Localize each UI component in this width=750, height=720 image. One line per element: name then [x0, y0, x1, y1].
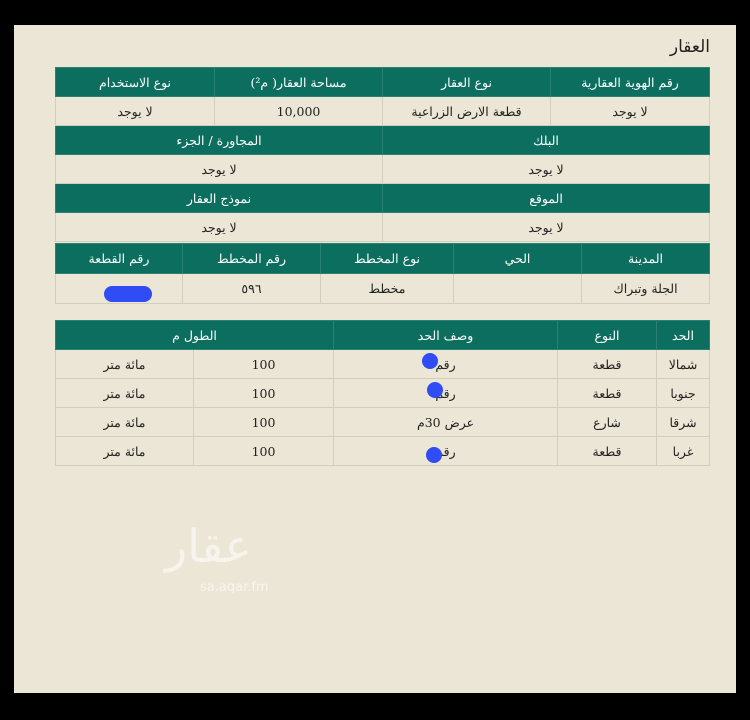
value-cell: قطعة الارض الزراعية — [382, 96, 552, 126]
header-cell: الحي — [453, 243, 582, 274]
header-row: الموقع نموذج العقار — [54, 183, 711, 213]
side-cell: شمالا — [656, 349, 711, 379]
type-cell: قطعة — [557, 436, 658, 466]
value-row: لا يوجد لا يوجد — [54, 212, 711, 242]
header-cell: رقم الهوية العقارية — [550, 67, 711, 97]
header-cell: المجاورة / الجزء — [54, 125, 384, 155]
value-cell: لا يوجد — [54, 154, 384, 184]
value-row: لا يوجد قطعة الارض الزراعية 10,000 لا يو… — [55, 96, 711, 126]
header-cell: نموذج العقار — [54, 183, 384, 213]
redaction-mark — [422, 353, 438, 369]
side-cell: شرقا — [656, 407, 711, 437]
table-row: غربا قطعة رقم 100 مائة متر — [54, 436, 711, 466]
value-row: الجلة وتبراك مخطط ٥٩٦ — [55, 273, 710, 304]
boundaries-table: الحد النوع وصف الحد الطول م شمالا قطعة ر… — [54, 320, 711, 466]
side-cell: جنوبا — [656, 378, 711, 408]
length-cell: 100 — [193, 349, 335, 379]
desc-cell: رقم — [333, 349, 559, 379]
redaction-mark — [426, 447, 442, 463]
header-cell: الطول م — [54, 320, 335, 350]
value-cell — [453, 273, 582, 304]
table-row: شرقا شارع عرض 30م 100 مائة متر — [54, 407, 711, 437]
header-cell: النوع — [557, 320, 658, 350]
value-cell: مخطط — [320, 273, 454, 304]
header-row: الحد النوع وصف الحد الطول م — [54, 320, 711, 350]
header-cell: الحد — [656, 320, 711, 350]
length-cell: 100 — [193, 407, 335, 437]
table-row: جنوبا قطعة رقم 100 مائة متر — [54, 378, 711, 408]
redaction-mark — [427, 382, 443, 398]
side-cell: غربا — [656, 436, 711, 466]
header-cell: نوع الاستخدام — [55, 67, 215, 97]
value-cell: الجلة وتبراك — [581, 273, 710, 304]
header-cell: نوع العقار — [382, 67, 552, 97]
header-cell: رقم القطعة — [55, 243, 183, 274]
value-cell: لا يوجد — [550, 96, 711, 126]
property-table: رقم الهوية العقارية نوع العقار مساحة الع… — [54, 67, 711, 242]
header-cell: الموقع — [382, 183, 711, 213]
header-cell: البلك — [382, 125, 711, 155]
value-cell: ٥٩٦ — [182, 273, 321, 304]
header-cell: مساحة العقار( م²) — [213, 67, 384, 97]
value-cell: لا يوجد — [54, 212, 384, 242]
page-title: العقار — [669, 37, 710, 57]
length-text-cell: مائة متر — [54, 349, 195, 379]
value-cell: لا يوجد — [55, 96, 215, 126]
value-cell: لا يوجد — [382, 212, 711, 242]
header-cell: وصف الحد — [333, 320, 559, 350]
header-cell: رقم المخطط — [182, 243, 321, 274]
header-row: المدينة الحي نوع المخطط رقم المخطط رقم ا… — [55, 243, 710, 274]
desc-cell: رقم — [333, 378, 559, 408]
type-cell: شارع — [557, 407, 658, 437]
location-table: المدينة الحي نوع المخطط رقم المخطط رقم ا… — [55, 243, 710, 304]
length-cell: 100 — [193, 378, 335, 408]
length-text-cell: مائة متر — [54, 378, 195, 408]
value-cell: 10,000 — [213, 96, 384, 126]
value-cell: لا يوجد — [382, 154, 711, 184]
desc-cell: عرض 30م — [333, 407, 559, 437]
header-row: رقم الهوية العقارية نوع العقار مساحة الع… — [55, 67, 711, 97]
header-cell: نوع المخطط — [320, 243, 454, 274]
length-text-cell: مائة متر — [54, 436, 195, 466]
desc-cell: رقم — [333, 436, 559, 466]
length-text-cell: مائة متر — [54, 407, 195, 437]
header-cell: المدينة — [581, 243, 710, 274]
type-cell: قطعة — [557, 378, 658, 408]
type-cell: قطعة — [557, 349, 658, 379]
length-cell: 100 — [193, 436, 335, 466]
header-row: البلك المجاورة / الجزء — [54, 125, 711, 155]
redaction-mark — [104, 286, 152, 302]
table-row: شمالا قطعة رقم 100 مائة متر — [54, 349, 711, 379]
value-row: لا يوجد لا يوجد — [54, 154, 711, 184]
